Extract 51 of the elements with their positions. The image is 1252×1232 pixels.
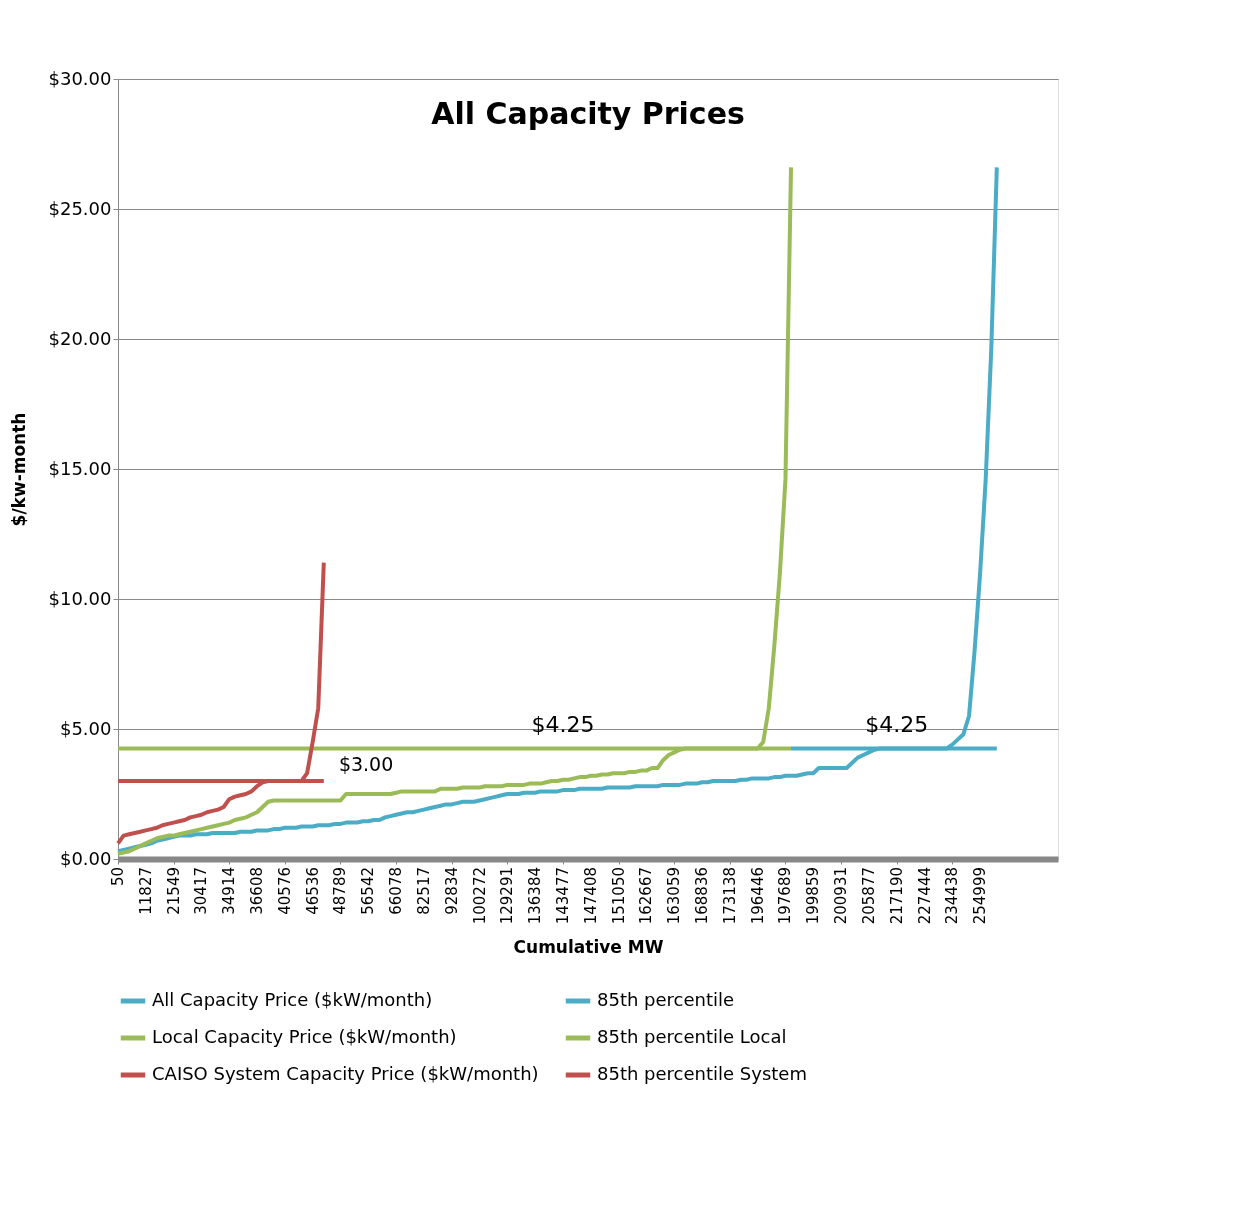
- x-tick-label: 227444: [915, 867, 934, 925]
- x-tick-label: 143477: [553, 867, 572, 925]
- x-tick-label: 162667: [637, 867, 656, 925]
- x-tick-label: 46536: [303, 867, 322, 915]
- x-axis-title: Cumulative MW: [513, 937, 664, 957]
- legend-label: 85th percentile: [597, 989, 735, 1010]
- x-tick-label: 217190: [887, 867, 906, 925]
- text: All Capacity Prices: [431, 96, 745, 131]
- x-tick-label: 48789: [331, 867, 350, 915]
- x-tick-label: 56542: [359, 867, 378, 915]
- y-tick-label: $25.00: [48, 197, 112, 219]
- annotation: $3.00: [338, 752, 394, 775]
- y-tick-label: $5.00: [59, 717, 112, 739]
- annotation: $4.25: [865, 711, 929, 737]
- legend-label: All Capacity Price ($kW/month): [152, 989, 433, 1010]
- legend-label: CAISO System Capacity Price ($kW/month): [152, 1063, 539, 1084]
- x-tick-label: 11827: [136, 867, 155, 915]
- x-tick-label: 21549: [164, 867, 183, 915]
- y-tick-label: $0.00: [59, 847, 112, 869]
- x-tick-label: 173138: [720, 867, 739, 925]
- legend-label: 85th percentile System: [597, 1063, 807, 1084]
- y-tick-label: $30.00: [48, 67, 112, 89]
- x-tick-label: 199859: [804, 867, 823, 925]
- x-tick-label: 163059: [665, 867, 684, 925]
- x-tick-label: 129291: [498, 867, 517, 925]
- x-tick-label: 136384: [526, 867, 545, 925]
- x-tick-label: 200931: [832, 867, 851, 925]
- x-tick-label: 151050: [609, 867, 628, 925]
- y-tick-label: $15.00: [48, 457, 112, 479]
- x-tick-label: 66078: [387, 867, 406, 915]
- x-tick-label: 30417: [192, 867, 211, 915]
- legend-label: Local Capacity Price ($kW/month): [152, 1026, 457, 1047]
- x-tick-label: 40576: [275, 867, 294, 915]
- x-tick-label: 50: [109, 867, 127, 887]
- y-tick-label: $20.00: [48, 327, 112, 349]
- x-tick-label: 100272: [470, 867, 489, 925]
- x-tick-label: 34914: [220, 867, 239, 915]
- x-tick-label: 82517: [414, 867, 433, 915]
- x-tick-label: 168836: [693, 867, 712, 925]
- x-tick-label: 234438: [943, 867, 962, 925]
- x-tick-label: 36608: [248, 867, 267, 915]
- annotation: $4.25: [531, 711, 595, 737]
- x-tick-label: 196446: [748, 867, 767, 925]
- y-tick-label: $10.00: [48, 587, 112, 609]
- x-tick-label: 205877: [859, 867, 878, 925]
- x-tick-label: 254999: [971, 867, 990, 925]
- x-tick-label: 92834: [442, 867, 461, 915]
- y-axis-title: $/kw-month: [8, 412, 29, 527]
- x-tick-label: 197689: [776, 867, 795, 925]
- legend-label: 85th percentile Local: [597, 1026, 787, 1047]
- x-tick-label: 147408: [581, 867, 600, 925]
